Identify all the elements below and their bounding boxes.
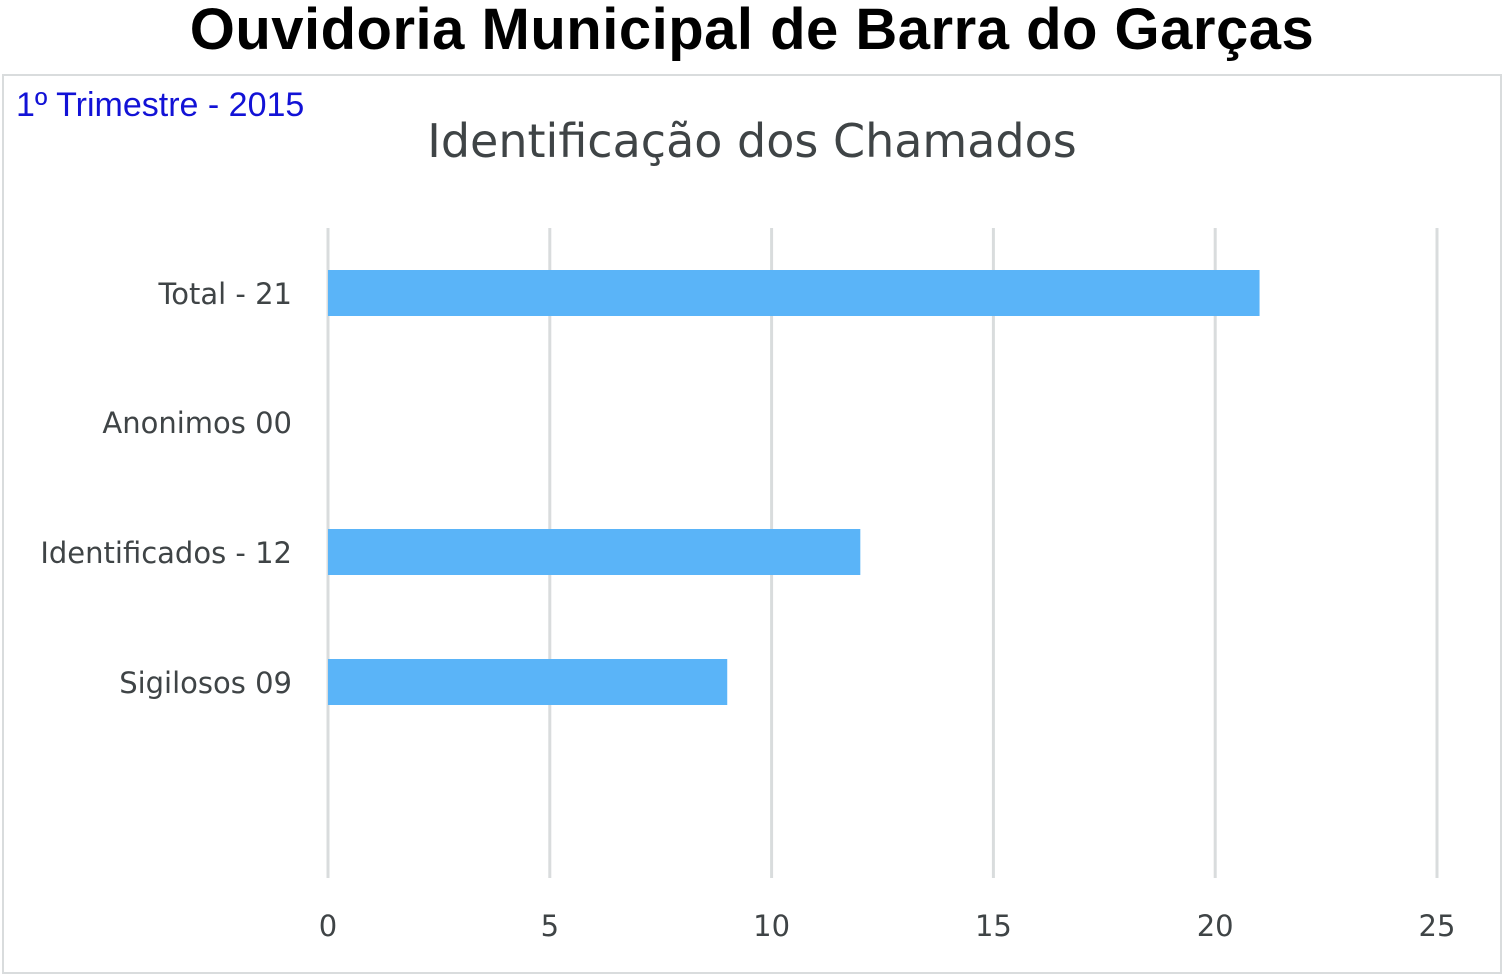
x-tick-label: 15 — [975, 909, 1012, 943]
bars — [328, 270, 1260, 705]
x-tick-label: 0 — [319, 909, 337, 943]
category-label: Sigilosos 09 — [119, 666, 292, 700]
period-label: 1º Trimestre - 2015 — [16, 86, 305, 124]
bar-0 — [328, 270, 1260, 316]
chart-title: Identificação dos Chamados — [427, 114, 1077, 168]
category-label: Total - 21 — [157, 277, 292, 311]
x-tick-label: 5 — [541, 909, 559, 943]
page-title: Ouvidoria Municipal de Barra do Garças — [189, 0, 1315, 62]
x-axis-ticks: 0 5 10 15 20 25 — [319, 909, 1456, 943]
category-label: Anonimos 00 — [102, 406, 292, 440]
x-tick-label: 20 — [1197, 909, 1234, 943]
category-labels: Total - 21 Anonimos 00 Identificados - 12 S… — [40, 277, 292, 700]
bar-2 — [328, 529, 861, 575]
bar-3 — [328, 659, 728, 705]
chart-frame — [2, 74, 1502, 974]
x-tick-label: 25 — [1419, 909, 1456, 943]
x-tick-label: 10 — [753, 909, 790, 943]
category-label: Identificados - 12 — [40, 536, 292, 570]
